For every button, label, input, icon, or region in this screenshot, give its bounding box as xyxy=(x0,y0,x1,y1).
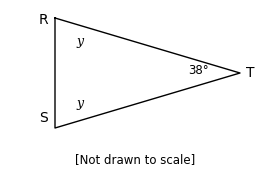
Text: T: T xyxy=(246,66,254,80)
Text: y: y xyxy=(76,35,84,48)
Text: R: R xyxy=(38,13,48,27)
Text: [Not drawn to scale]: [Not drawn to scale] xyxy=(75,153,195,166)
Text: S: S xyxy=(39,111,47,125)
Text: 38°: 38° xyxy=(188,64,208,77)
Text: y: y xyxy=(76,98,84,111)
